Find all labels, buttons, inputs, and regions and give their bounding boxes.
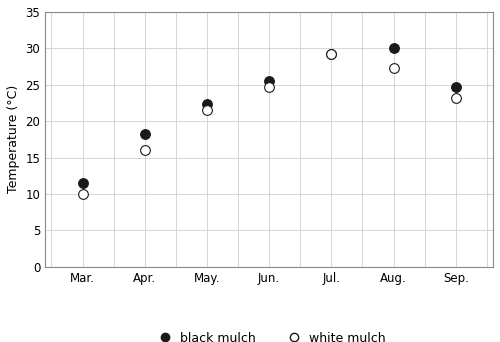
white mulch — [390, 65, 398, 71]
black mulch — [265, 78, 273, 84]
Legend: black mulch, white mulch: black mulch, white mulch — [148, 327, 390, 342]
white mulch — [203, 107, 211, 113]
black mulch — [390, 45, 398, 51]
black mulch — [328, 51, 336, 57]
white mulch — [141, 147, 149, 153]
black mulch — [452, 84, 460, 90]
black mulch — [141, 132, 149, 137]
black mulch — [203, 102, 211, 107]
white mulch — [452, 95, 460, 101]
white mulch — [328, 51, 336, 57]
white mulch — [265, 84, 273, 90]
black mulch — [78, 180, 86, 186]
Y-axis label: Temperature (°C): Temperature (°C) — [7, 85, 20, 194]
white mulch — [78, 191, 86, 197]
